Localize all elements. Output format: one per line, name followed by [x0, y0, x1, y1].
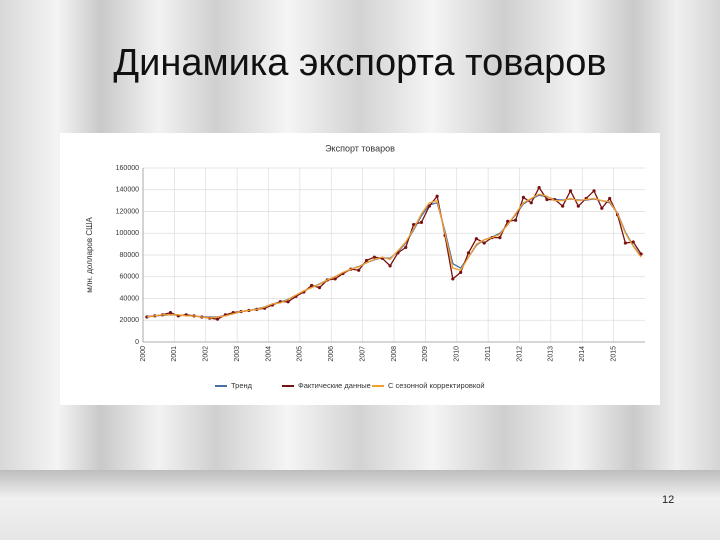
slide-title: Динамика экспорта товаров: [113, 42, 607, 84]
data-point: [388, 264, 392, 268]
x-tick-label: 2004: [265, 346, 272, 362]
data-point: [561, 204, 565, 208]
data-point: [317, 286, 322, 290]
data-point: [623, 241, 627, 245]
x-tick-label: 2003: [234, 346, 241, 362]
data-point: [529, 201, 533, 205]
data-point: [568, 189, 573, 193]
x-tick-label: 2009: [422, 346, 429, 362]
y-tick-label: 20000: [120, 317, 140, 324]
data-point: [333, 277, 337, 281]
data-point: [592, 189, 596, 193]
x-tick-label: 2014: [579, 346, 586, 362]
series-line: [146, 186, 642, 320]
data-point: [419, 220, 424, 224]
data-point: [513, 218, 518, 222]
data-point: [639, 252, 643, 256]
x-tick-label: 2011: [485, 346, 492, 361]
y-tick-label: 40000: [120, 295, 140, 302]
data-point: [364, 258, 369, 263]
data-point: [537, 185, 541, 190]
x-tick-label: 2006: [328, 346, 335, 362]
x-tick-label: 2008: [391, 346, 398, 362]
x-tick-label: 2015: [610, 346, 617, 362]
data-point: [427, 204, 431, 208]
data-point: [600, 206, 604, 210]
data-point: [435, 194, 439, 198]
data-point: [168, 311, 173, 315]
data-point: [286, 300, 290, 304]
data-point: [310, 283, 314, 288]
y-tick-label: 0: [135, 339, 139, 346]
chart: Экспорт товаров млн. долларов США 0 20000…: [60, 133, 660, 405]
x-tick-label: 2001: [171, 346, 178, 362]
floor: [0, 470, 720, 540]
data-point: [372, 255, 376, 259]
legend-label: Тренд: [231, 381, 253, 390]
data-point: [576, 204, 580, 208]
y-axis-label: млн. долларов США: [85, 217, 94, 293]
data-point: [608, 196, 612, 201]
x-tick-label: 2000: [140, 346, 147, 362]
x-tick-label: 2005: [297, 346, 304, 362]
y-tick-label: 140000: [116, 187, 139, 194]
data-point: [498, 236, 502, 240]
page-number: 12: [662, 494, 675, 506]
data-point: [474, 237, 478, 241]
data-point: [466, 251, 471, 255]
y-tick-label: 60000: [120, 274, 140, 281]
data-point: [506, 219, 510, 223]
legend-label: Фактические данные: [298, 381, 371, 390]
x-tick-label: 2012: [516, 346, 523, 362]
legend-label: С сезонной корректировкой: [388, 381, 485, 390]
series-line: [146, 193, 642, 319]
data-point: [545, 197, 549, 202]
y-tick-label: 120000: [116, 208, 139, 215]
y-tick-label: 80000: [120, 252, 140, 259]
data-point: [459, 270, 463, 274]
data-point: [412, 222, 416, 227]
x-tick-label: 2002: [203, 346, 210, 362]
data-point: [451, 277, 455, 281]
data-point: [482, 241, 486, 245]
data-point: [215, 317, 220, 321]
y-tick-label: 100000: [116, 230, 139, 237]
x-tick-label: 2010: [454, 346, 461, 362]
chart-title: Экспорт товаров: [325, 143, 395, 153]
x-tick-label: 2007: [359, 346, 366, 362]
data-point: [357, 268, 361, 272]
data-point: [631, 240, 635, 244]
x-tick-label: 2013: [548, 346, 555, 362]
data-point: [521, 195, 526, 199]
y-tick-label: 160000: [116, 165, 139, 172]
data-point: [404, 245, 408, 249]
